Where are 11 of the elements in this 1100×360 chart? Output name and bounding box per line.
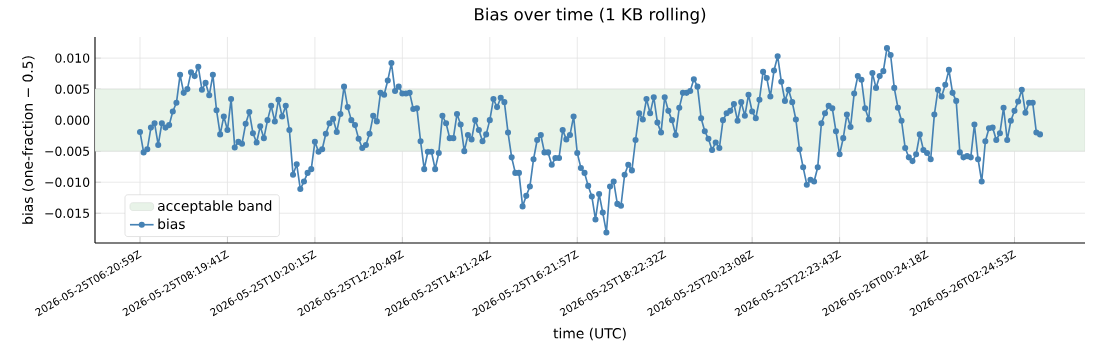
- y-tick-label: 0.005: [55, 84, 90, 94]
- chart-title: Bias over time (1 KB rolling): [475, 7, 706, 24]
- x-axis-title: time (UTC): [553, 327, 626, 341]
- y-axis-title: bias (one-fraction − 0.5): [22, 56, 35, 224]
- y-tick-label: −0.010: [45, 177, 90, 187]
- y-tick-label: 0.000: [55, 115, 90, 125]
- y-tick-label: −0.005: [45, 146, 90, 156]
- y-tick-label: 0.010: [55, 53, 90, 63]
- legend-label: bias: [158, 218, 185, 230]
- y-tick-label: −0.015: [45, 208, 90, 218]
- legend-label: acceptable band: [158, 200, 272, 214]
